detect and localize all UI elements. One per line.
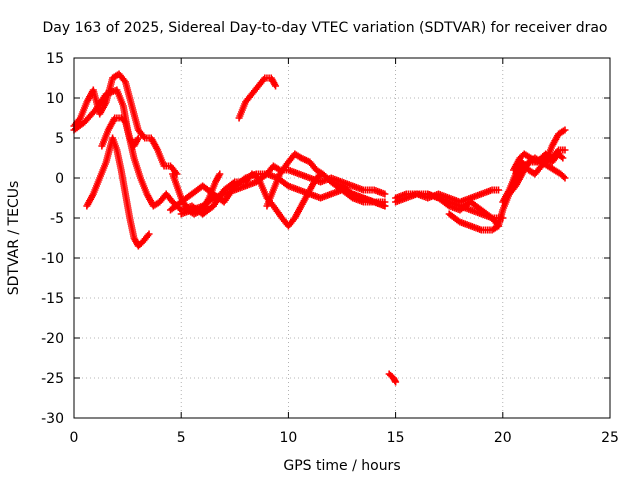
y-tick-label: 10 — [46, 91, 64, 107]
y-tick-label: -5 — [50, 211, 64, 227]
y-tick-label: 5 — [55, 131, 64, 147]
x-tick-labels: 0 5 10 15 20 25 — [70, 430, 619, 446]
series-trace-11 — [385, 370, 400, 386]
series-trace-9 — [169, 170, 224, 218]
grid — [74, 58, 610, 418]
chart-title: Day 163 of 2025, Sidereal Day-to-day VTE… — [42, 20, 607, 36]
y-tick-label: -20 — [41, 331, 64, 347]
data-point — [495, 186, 503, 194]
y-tick-label: -15 — [41, 291, 64, 307]
series-trace-3 — [83, 134, 153, 250]
data-point — [134, 134, 142, 142]
x-axis-label: GPS time / hours — [283, 458, 400, 474]
data-point — [557, 153, 565, 161]
y-tick-labels: -30 -25 -20 -15 -10 -5 0 5 10 15 — [41, 51, 64, 427]
data-point — [559, 154, 567, 162]
data-point — [272, 82, 280, 90]
y-tick-label: -10 — [41, 251, 64, 267]
plot-frame — [73, 57, 611, 419]
x-tick-label: 10 — [279, 430, 297, 446]
series-trace-10 — [235, 74, 280, 122]
series-trace-8 — [263, 150, 389, 210]
y-tick-label: 15 — [46, 51, 64, 67]
data-point — [392, 378, 400, 386]
y-tick-label: -30 — [41, 411, 64, 427]
data-point — [561, 174, 569, 182]
series-trace-4 — [98, 114, 142, 150]
data-point — [381, 202, 389, 210]
data-point — [229, 179, 237, 187]
x-tick-label: 15 — [387, 430, 405, 446]
data-point — [381, 190, 389, 198]
data-point — [216, 170, 224, 178]
series-trace-18 — [510, 146, 569, 174]
data-series — [70, 70, 569, 386]
data-point — [145, 230, 153, 238]
x-tick-label: 0 — [70, 430, 79, 446]
data-point — [561, 126, 569, 134]
x-tick-label: 5 — [177, 430, 186, 446]
axis-ticks — [74, 58, 610, 418]
y-tick-label: 0 — [55, 171, 64, 187]
data-point — [560, 173, 568, 181]
series-trace-14 — [424, 190, 507, 222]
x-tick-label: 25 — [601, 430, 619, 446]
x-tick-label: 20 — [494, 430, 512, 446]
y-tick-label: -25 — [41, 371, 64, 387]
data-point — [561, 146, 569, 154]
y-axis-label: SDTVAR / TECUs — [6, 181, 22, 296]
series-trace-16 — [499, 126, 569, 206]
